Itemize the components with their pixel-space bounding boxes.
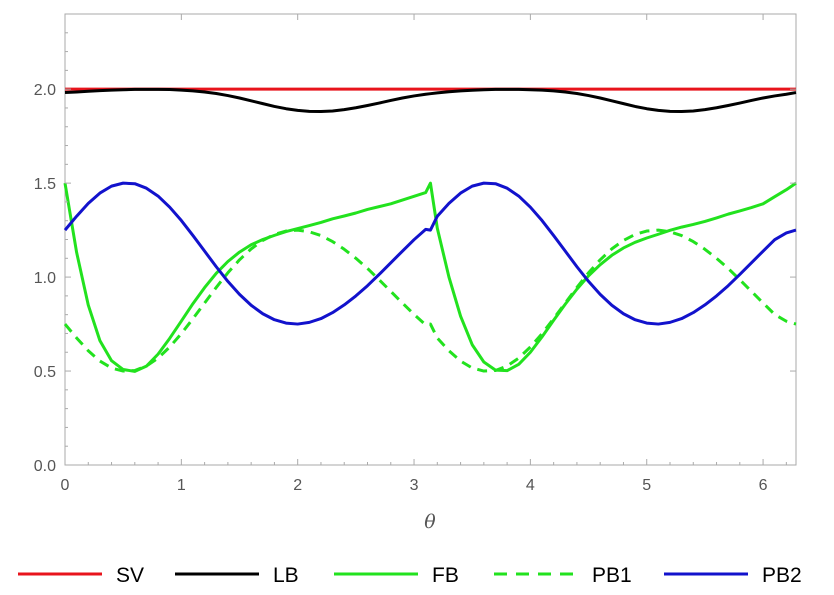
legend-label-sv: SV <box>116 564 144 587</box>
x-tick-label: 4 <box>526 477 535 494</box>
series-line-pb2 <box>63 181 797 326</box>
legend: SV LB FB PB1 PB2 <box>18 564 802 587</box>
series-layer <box>63 87 797 373</box>
x-tick-label: 5 <box>642 477 651 494</box>
x-tick-label: 1 <box>177 477 186 494</box>
x-tick-label: 0 <box>61 477 70 494</box>
y-tick-label: 0.5 <box>34 364 56 381</box>
y-tick-label: 0.0 <box>34 458 56 475</box>
series-line-pb1 <box>63 228 797 373</box>
y-tick-label: 1.0 <box>34 270 56 287</box>
y-tick-label: 1.5 <box>34 176 56 193</box>
tick-layer: 0 1 2 3 4 5 6 0.0 0.5 1.0 1.5 2.0 <box>34 14 796 494</box>
x-tick-label: 3 <box>410 477 419 494</box>
plot-frame <box>64 13 797 466</box>
x-axis-title: θ <box>424 511 436 533</box>
legend-label-pb2: PB2 <box>762 564 802 587</box>
x-tick-label: 6 <box>759 477 768 494</box>
legend-label-fb: FB <box>432 564 459 587</box>
x-tick-label: 2 <box>293 477 302 494</box>
legend-label-pb1: PB1 <box>592 564 632 587</box>
series-line-fb <box>63 181 797 373</box>
legend-label-lb: LB <box>273 564 299 587</box>
y-tick-label: 2.0 <box>34 82 56 99</box>
series-line-lb <box>64 87 797 114</box>
